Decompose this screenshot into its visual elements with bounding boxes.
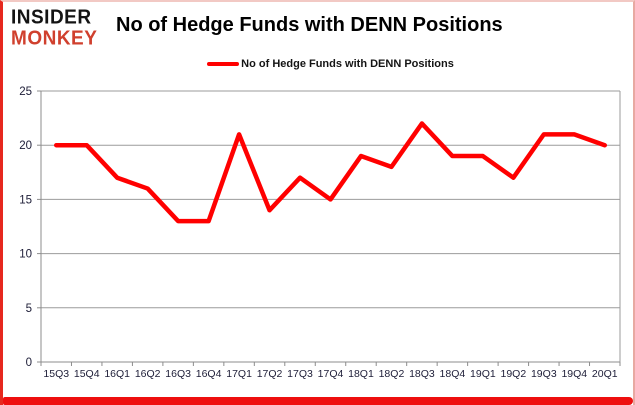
x-tick-label-15Q3: 15Q3 [43,368,69,380]
x-tick-label-16Q2: 16Q2 [135,368,161,380]
legend-label: No of Hedge Funds with DENN Positions [241,58,454,70]
x-tick-label-19Q1: 19Q1 [470,368,496,380]
x-tick-label-18Q4: 18Q4 [440,368,466,380]
x-tick-label-19Q2: 19Q2 [500,368,526,380]
x-tick-label-16Q3: 16Q3 [165,368,191,380]
insider-monkey-logo: INSIDER MONKEY [11,6,115,50]
x-tick-label-16Q4: 16Q4 [196,368,222,380]
series-line-hedge-funds [53,121,608,224]
line-chart-plot: 0 5 10 15 20 25 15Q3 15Q4 16Q1 16Q2 16Q3 16Q4 17Q1 17… [19,86,621,380]
y-tick-label: 5 [26,303,32,315]
bottom-red-border [3,397,633,405]
x-tick-label-17Q4: 17Q4 [318,368,344,380]
x-tick-label-16Q1: 16Q1 [104,368,130,380]
x-tick-label-15Q4: 15Q4 [74,368,100,380]
y-tick-label: 20 [19,140,32,152]
x-tick-label-17Q3: 17Q3 [287,368,313,380]
y-tick-label: 0 [26,357,32,369]
logo-text-insider: INSIDER [11,6,92,29]
x-tick-label-18Q1: 18Q1 [348,368,374,380]
y-tick-label: 25 [19,86,32,98]
chart-legend: No of Hedge Funds with DENN Positions [41,58,620,70]
legend-line-swatch [207,62,240,66]
x-tick-label-19Q3: 19Q3 [531,368,557,380]
y-tick-label: 10 [19,249,32,261]
x-tick-label-18Q3: 18Q3 [409,368,435,380]
logo-text-monkey: MONKEY [11,27,98,50]
x-tick-label-18Q2: 18Q2 [379,368,405,380]
y-tick-label: 15 [19,194,32,206]
x-tick-label-17Q2: 17Q2 [257,368,283,380]
x-tick-label-20Q1: 20Q1 [592,368,618,380]
x-tick-label-19Q4: 19Q4 [561,368,587,380]
chart-title: No of Hedge Funds with DENN Positions [116,14,503,36]
x-tick-label-17Q1: 17Q1 [226,368,252,380]
